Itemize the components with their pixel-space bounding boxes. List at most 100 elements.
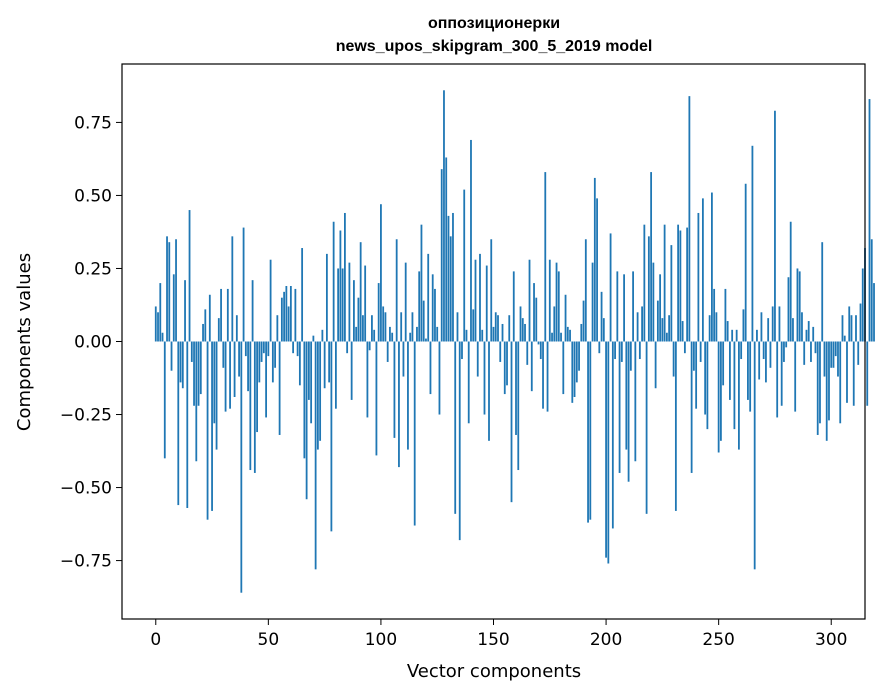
bar-226 (663, 224, 666, 342)
bar-110 (402, 341, 405, 377)
bar-64 (298, 341, 301, 386)
bar-289 (805, 329, 808, 342)
bar-214 (636, 312, 639, 342)
bar-87 (350, 341, 353, 400)
bar-149 (490, 239, 493, 342)
bars-group (154, 90, 875, 593)
bar-256 (731, 329, 734, 342)
bar-32 (226, 288, 229, 342)
bar-93 (364, 265, 367, 342)
bar-192 (587, 341, 589, 523)
bar-115 (413, 341, 416, 526)
bar-244 (704, 341, 707, 415)
bar-277 (778, 306, 781, 342)
bar-204 (614, 341, 616, 360)
bar-106 (393, 341, 396, 438)
bar-128 (443, 90, 445, 342)
bar-290 (807, 321, 810, 342)
bar-34 (231, 236, 234, 342)
bar-24 (208, 294, 211, 342)
bar-247 (711, 192, 713, 342)
bar-158 (510, 341, 513, 503)
bar-220 (650, 172, 653, 342)
bar-38 (240, 341, 243, 593)
bar-69 (310, 341, 313, 424)
bar-269 (760, 312, 763, 342)
bar-300 (830, 341, 833, 368)
bar-29 (220, 288, 222, 342)
bar-164 (524, 323, 526, 342)
bar-274 (771, 306, 774, 342)
bar-49 (265, 341, 267, 418)
bar-0 (154, 306, 157, 342)
bar-11 (179, 341, 182, 383)
bar-212 (632, 271, 634, 342)
bar-146 (483, 341, 486, 415)
bar-154 (501, 323, 504, 342)
bar-94 (366, 341, 369, 418)
bar-155 (503, 341, 506, 395)
bar-225 (661, 318, 664, 342)
bar-46 (258, 341, 261, 383)
bar-148 (488, 341, 490, 441)
bar-245 (706, 341, 709, 430)
bar-299 (828, 341, 830, 421)
bar-56 (280, 297, 283, 342)
bar-305 (841, 315, 844, 342)
bar-177 (553, 306, 556, 342)
bar-6 (168, 242, 171, 342)
x-tick-label-250: 250 (702, 630, 734, 650)
bar-83 (341, 268, 344, 342)
bar-137 (463, 189, 466, 342)
bar-314 (861, 268, 864, 342)
bar-118 (420, 224, 423, 342)
bar-170 (537, 341, 540, 345)
bar-112 (407, 341, 409, 450)
bar-262 (744, 183, 747, 342)
bar-174 (546, 341, 549, 412)
bar-221 (652, 262, 655, 342)
x-axis-label: Vector components (407, 661, 581, 682)
bar-298 (825, 341, 828, 441)
bar-285 (796, 268, 799, 342)
bar-100 (380, 204, 382, 342)
bar-246 (708, 315, 711, 342)
bar-179 (557, 271, 560, 342)
bar-261 (742, 309, 745, 342)
bar-78 (330, 341, 333, 532)
bar-51 (269, 259, 272, 342)
bar-172 (542, 341, 544, 409)
bar-203 (611, 341, 614, 529)
bar-140 (470, 139, 472, 342)
bar-16 (190, 341, 193, 362)
x-tick-label-200: 200 (590, 630, 622, 650)
bar-167 (530, 341, 533, 392)
chart-subtitle: news_upos_skipgram_300_5_2019 model (336, 38, 653, 55)
bar-101 (382, 306, 385, 342)
bar-88 (353, 280, 355, 342)
bar-22 (204, 309, 207, 342)
bar-54 (276, 315, 279, 342)
y-tick-label-5: 0.50 (74, 186, 112, 206)
bar-317 (868, 99, 871, 342)
bar-295 (819, 341, 821, 424)
bar-37 (238, 341, 240, 377)
bar-291 (810, 341, 812, 362)
bar-23 (206, 341, 209, 520)
bar-122 (429, 341, 432, 395)
bar-206 (618, 341, 621, 473)
bar-236 (686, 227, 689, 342)
y-tick-label-6: 0.75 (74, 113, 112, 133)
bar-2 (159, 283, 162, 342)
bar-19 (197, 341, 200, 406)
bar-57 (283, 291, 286, 342)
bar-21 (202, 323, 204, 342)
bar-36 (235, 315, 238, 342)
bar-40 (244, 341, 247, 357)
bar-193 (589, 341, 592, 520)
bar-311 (855, 315, 857, 342)
bar-175 (548, 259, 551, 342)
bar-302 (834, 341, 837, 357)
bar-307 (846, 341, 848, 403)
bar-3 (161, 332, 164, 342)
